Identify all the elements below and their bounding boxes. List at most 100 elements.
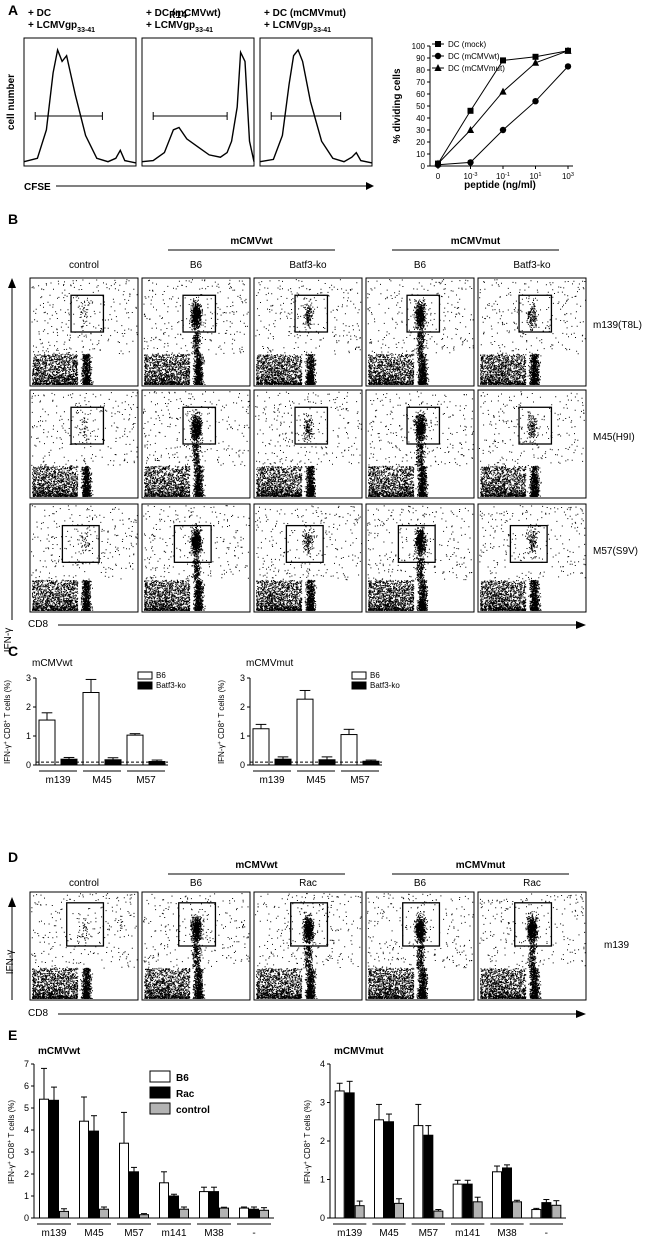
dot-plot-events: [479, 391, 585, 497]
dot-plot-frame: [253, 503, 363, 613]
dot-plot-gate: [518, 406, 553, 445]
line-y-tick-label: 30: [416, 126, 425, 135]
histogram-frame: [23, 37, 137, 167]
chart-title: mCMVmut: [334, 1046, 384, 1057]
dot-plot-frame: [477, 389, 587, 499]
bar-ylabel: IFN-γ+ CD8+ T cells (%): [3, 680, 12, 764]
column-label: B6: [190, 878, 203, 889]
dot-plot-frame: [29, 503, 139, 613]
legend-entry: DC (mCMVwt): [448, 52, 500, 61]
bar-ylabel-part: +: [217, 741, 223, 744]
bar-ylabel: IFN-γ+ CD8+ T cells (%): [303, 1100, 312, 1184]
dot-plot-events: [31, 505, 138, 611]
dot-plot-gate: [70, 294, 105, 333]
bar: [551, 1204, 562, 1219]
histogram-title-peptide-part: 33-41: [313, 27, 331, 34]
dot-plot-gate: [397, 524, 436, 563]
dot-plot-frame: [29, 389, 139, 499]
category-label: M57: [419, 1228, 439, 1239]
bar: [512, 1201, 522, 1219]
dot-plot-events: [255, 505, 362, 611]
line-y-tick-label: 60: [416, 90, 425, 99]
bar-ylabel: IFN-γ+ CD8+ T cells (%): [7, 1100, 16, 1184]
bar-y-tick-label: 2: [24, 1169, 29, 1179]
dot-plot-gate: [518, 294, 553, 333]
line-x-tick-label-part: 10: [529, 172, 538, 181]
legend-swatch: [149, 1086, 171, 1099]
row-label: m139(T8L): [593, 320, 642, 331]
row-label: m139: [604, 940, 629, 951]
dot-plot-gate: [509, 524, 548, 563]
bar: [296, 698, 314, 766]
bar-y-tick-label: 4: [320, 1059, 325, 1069]
line-y-tick-label: 70: [416, 78, 425, 87]
histogram-curve: [23, 47, 137, 164]
dot-plot-events: [255, 279, 362, 385]
dot-plot-gate: [61, 524, 100, 563]
dot-plot-gate: [290, 902, 329, 947]
legend-swatch: [137, 671, 153, 680]
line-x-tick-label-part: 10: [464, 172, 473, 181]
panel-a: A P14+ DC+ LCMVgp33-41+ DC (mCMVwt)+ LCMV…: [6, 2, 574, 193]
bar: [462, 1183, 473, 1219]
chart-title: mCMVwt: [32, 658, 73, 669]
bar: [159, 1182, 169, 1219]
legend-entry: Batf3-ko: [156, 681, 186, 690]
line-point: [564, 46, 572, 54]
bar: [129, 1171, 139, 1219]
column-label: B6: [414, 878, 427, 889]
bar: [252, 728, 270, 766]
column-label: B6: [414, 260, 427, 271]
bar: [249, 1208, 259, 1219]
dot-plot-events: [367, 505, 474, 611]
ifn-axis-label: IFN-γ: [3, 628, 14, 652]
bar-ylabel-part: T cells (%): [303, 1100, 312, 1140]
cd8-axis-label: CD8: [28, 1008, 48, 1019]
dot-plot-frame: [365, 277, 475, 387]
bar: [82, 692, 100, 766]
legend-marker: [435, 41, 441, 47]
legend-entry: Rac: [176, 1089, 195, 1100]
dot-plot-gate: [70, 406, 105, 445]
bar-y-tick-label: 2: [26, 702, 31, 712]
bar-y-tick-label: 2: [240, 702, 245, 712]
bar-y-tick-label: 0: [24, 1213, 29, 1223]
bar: [354, 1205, 365, 1219]
category-label: M45: [84, 1228, 104, 1239]
line-y-tick-label: 40: [416, 114, 425, 123]
category-label: M45: [379, 1228, 399, 1239]
dot-plot-frame: [141, 277, 251, 387]
dot-plot-gate: [402, 902, 441, 947]
line-series: [437, 66, 569, 166]
line-x-tick-label-part: -1: [505, 172, 510, 178]
bar: [99, 1208, 109, 1219]
category-label: -: [545, 1228, 548, 1239]
bar-ylabel-part: +: [3, 720, 9, 723]
category-label: m139: [45, 775, 70, 786]
bar: [89, 1130, 99, 1219]
legend-entry: DC (mCMVmut): [448, 64, 505, 73]
legend-swatch: [149, 1102, 171, 1115]
histogram-title-peptide-part: 33-41: [77, 27, 95, 34]
line-xlabel: peptide (ng/ml): [464, 180, 536, 191]
column-label: Rac: [523, 878, 541, 889]
dot-plot-gate: [294, 406, 329, 445]
column-label: Batf3-ko: [513, 260, 551, 271]
bar: [384, 1121, 394, 1219]
line-x-tick-label-part: 10: [496, 172, 505, 181]
bar: [452, 1183, 463, 1219]
cd8-arrow-head: [576, 1010, 586, 1018]
bar-ylabel-part: +: [217, 720, 223, 723]
category-label: m141: [455, 1228, 480, 1239]
ifn-axis-label: IFN-γ: [5, 950, 16, 974]
bar: [79, 1120, 89, 1219]
panel-label-e: E: [8, 1027, 17, 1043]
line-x-tick-label-part: 3: [571, 172, 574, 178]
bar-y-tick-label: 0: [240, 760, 245, 770]
legend-marker: [434, 64, 442, 71]
bar: [340, 734, 358, 766]
histogram-title: + DC (mCMVmut): [264, 8, 346, 19]
bar: [541, 1202, 552, 1219]
